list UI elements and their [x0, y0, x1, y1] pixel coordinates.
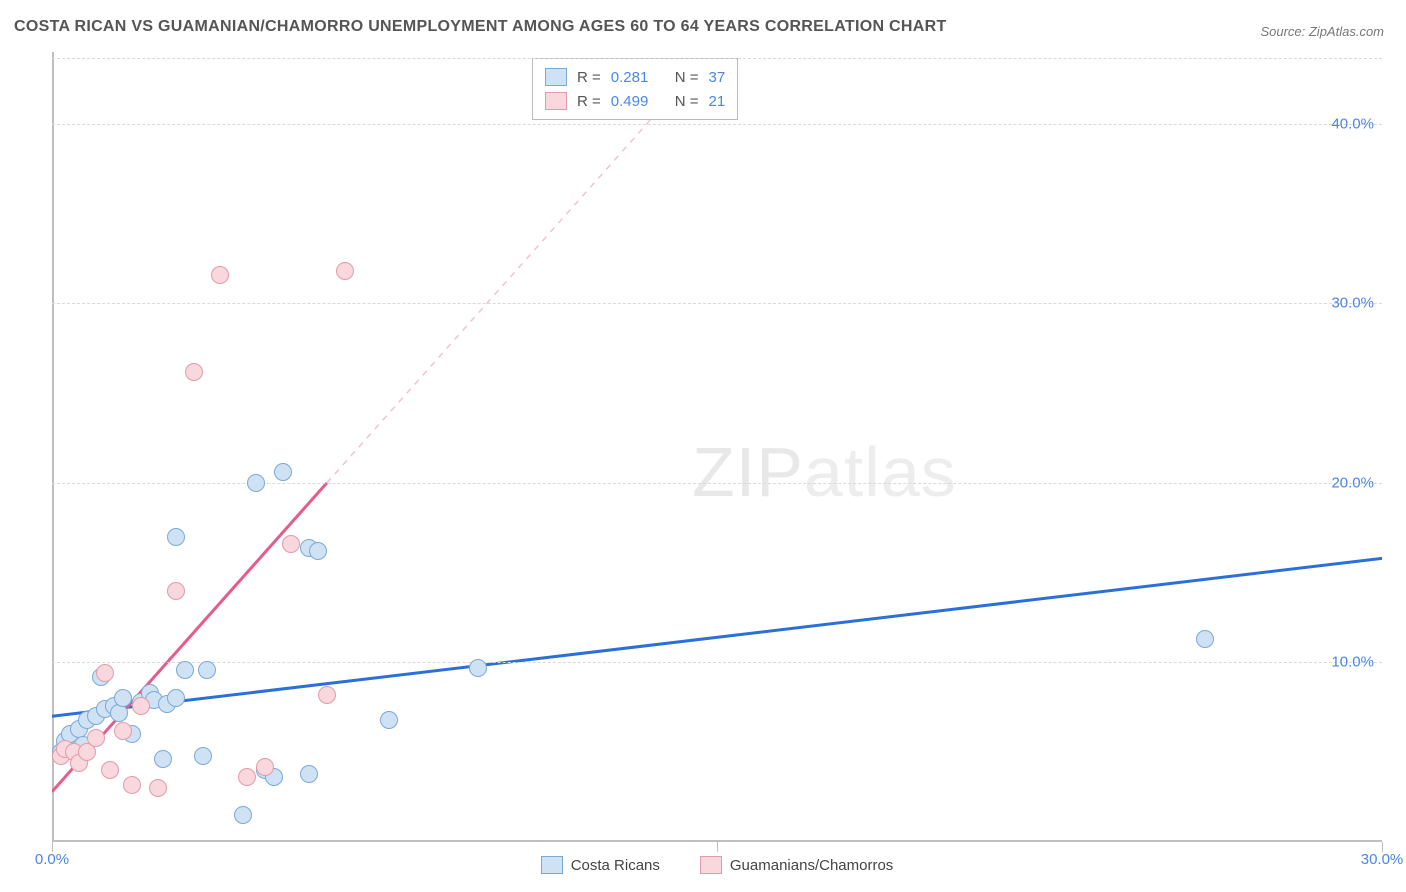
- series-legend: Costa Ricans Guamanians/Chamorros: [52, 856, 1382, 874]
- data-point: [194, 747, 212, 765]
- data-point: [300, 765, 318, 783]
- legend-item-guamanians: Guamanians/Chamorros: [700, 856, 893, 874]
- legend-item-costa-ricans: Costa Ricans: [541, 856, 660, 874]
- data-point: [211, 266, 229, 284]
- gridline: [52, 662, 1382, 663]
- swatch-icon: [541, 856, 563, 874]
- data-point: [176, 661, 194, 679]
- data-point: [318, 686, 336, 704]
- data-point: [238, 768, 256, 786]
- data-point: [1196, 630, 1214, 648]
- source-label: Source: ZipAtlas.com: [1260, 24, 1384, 39]
- data-point: [167, 689, 185, 707]
- data-point: [185, 363, 203, 381]
- data-point: [132, 697, 150, 715]
- data-point: [123, 776, 141, 794]
- gridline: [52, 303, 1382, 304]
- data-point: [114, 689, 132, 707]
- swatch-guamanians: [545, 92, 567, 110]
- gridline: [52, 58, 1382, 59]
- data-point: [282, 535, 300, 553]
- data-point: [336, 262, 354, 280]
- data-point: [167, 582, 185, 600]
- data-point: [87, 729, 105, 747]
- y-tick-label: 30.0%: [1331, 295, 1374, 312]
- x-tick-label: 30.0%: [1361, 851, 1404, 868]
- data-point: [234, 806, 252, 824]
- y-tick-label: 10.0%: [1331, 654, 1374, 671]
- stats-row-1: R = 0.281 N = 37: [545, 65, 725, 89]
- watermark: ZIPatlas: [692, 432, 957, 512]
- x-tick-label: 0.0%: [35, 851, 69, 868]
- stats-legend: R = 0.281 N = 37 R = 0.499 N = 21: [532, 58, 738, 120]
- data-point: [154, 750, 172, 768]
- data-point: [149, 779, 167, 797]
- data-point: [198, 661, 216, 679]
- y-tick-label: 40.0%: [1331, 115, 1374, 132]
- data-point: [101, 761, 119, 779]
- swatch-icon: [700, 856, 722, 874]
- data-point: [380, 711, 398, 729]
- plot-area: ZIPatlas R = 0.281 N = 37 R = 0.499 N = …: [52, 52, 1382, 842]
- x-tick: [717, 842, 718, 852]
- y-tick-label: 20.0%: [1331, 474, 1374, 491]
- data-point: [256, 758, 274, 776]
- y-axis-line: [52, 52, 54, 842]
- gridline: [52, 124, 1382, 125]
- data-point: [114, 722, 132, 740]
- chart-title: COSTA RICAN VS GUAMANIAN/CHAMORRO UNEMPL…: [14, 18, 947, 36]
- stats-row-2: R = 0.499 N = 21: [545, 89, 725, 113]
- data-point: [247, 474, 265, 492]
- swatch-costa-ricans: [545, 68, 567, 86]
- data-point: [167, 528, 185, 546]
- data-point: [309, 542, 327, 560]
- data-point: [469, 659, 487, 677]
- data-point: [274, 463, 292, 481]
- data-point: [96, 664, 114, 682]
- trend-lines: [52, 52, 1382, 842]
